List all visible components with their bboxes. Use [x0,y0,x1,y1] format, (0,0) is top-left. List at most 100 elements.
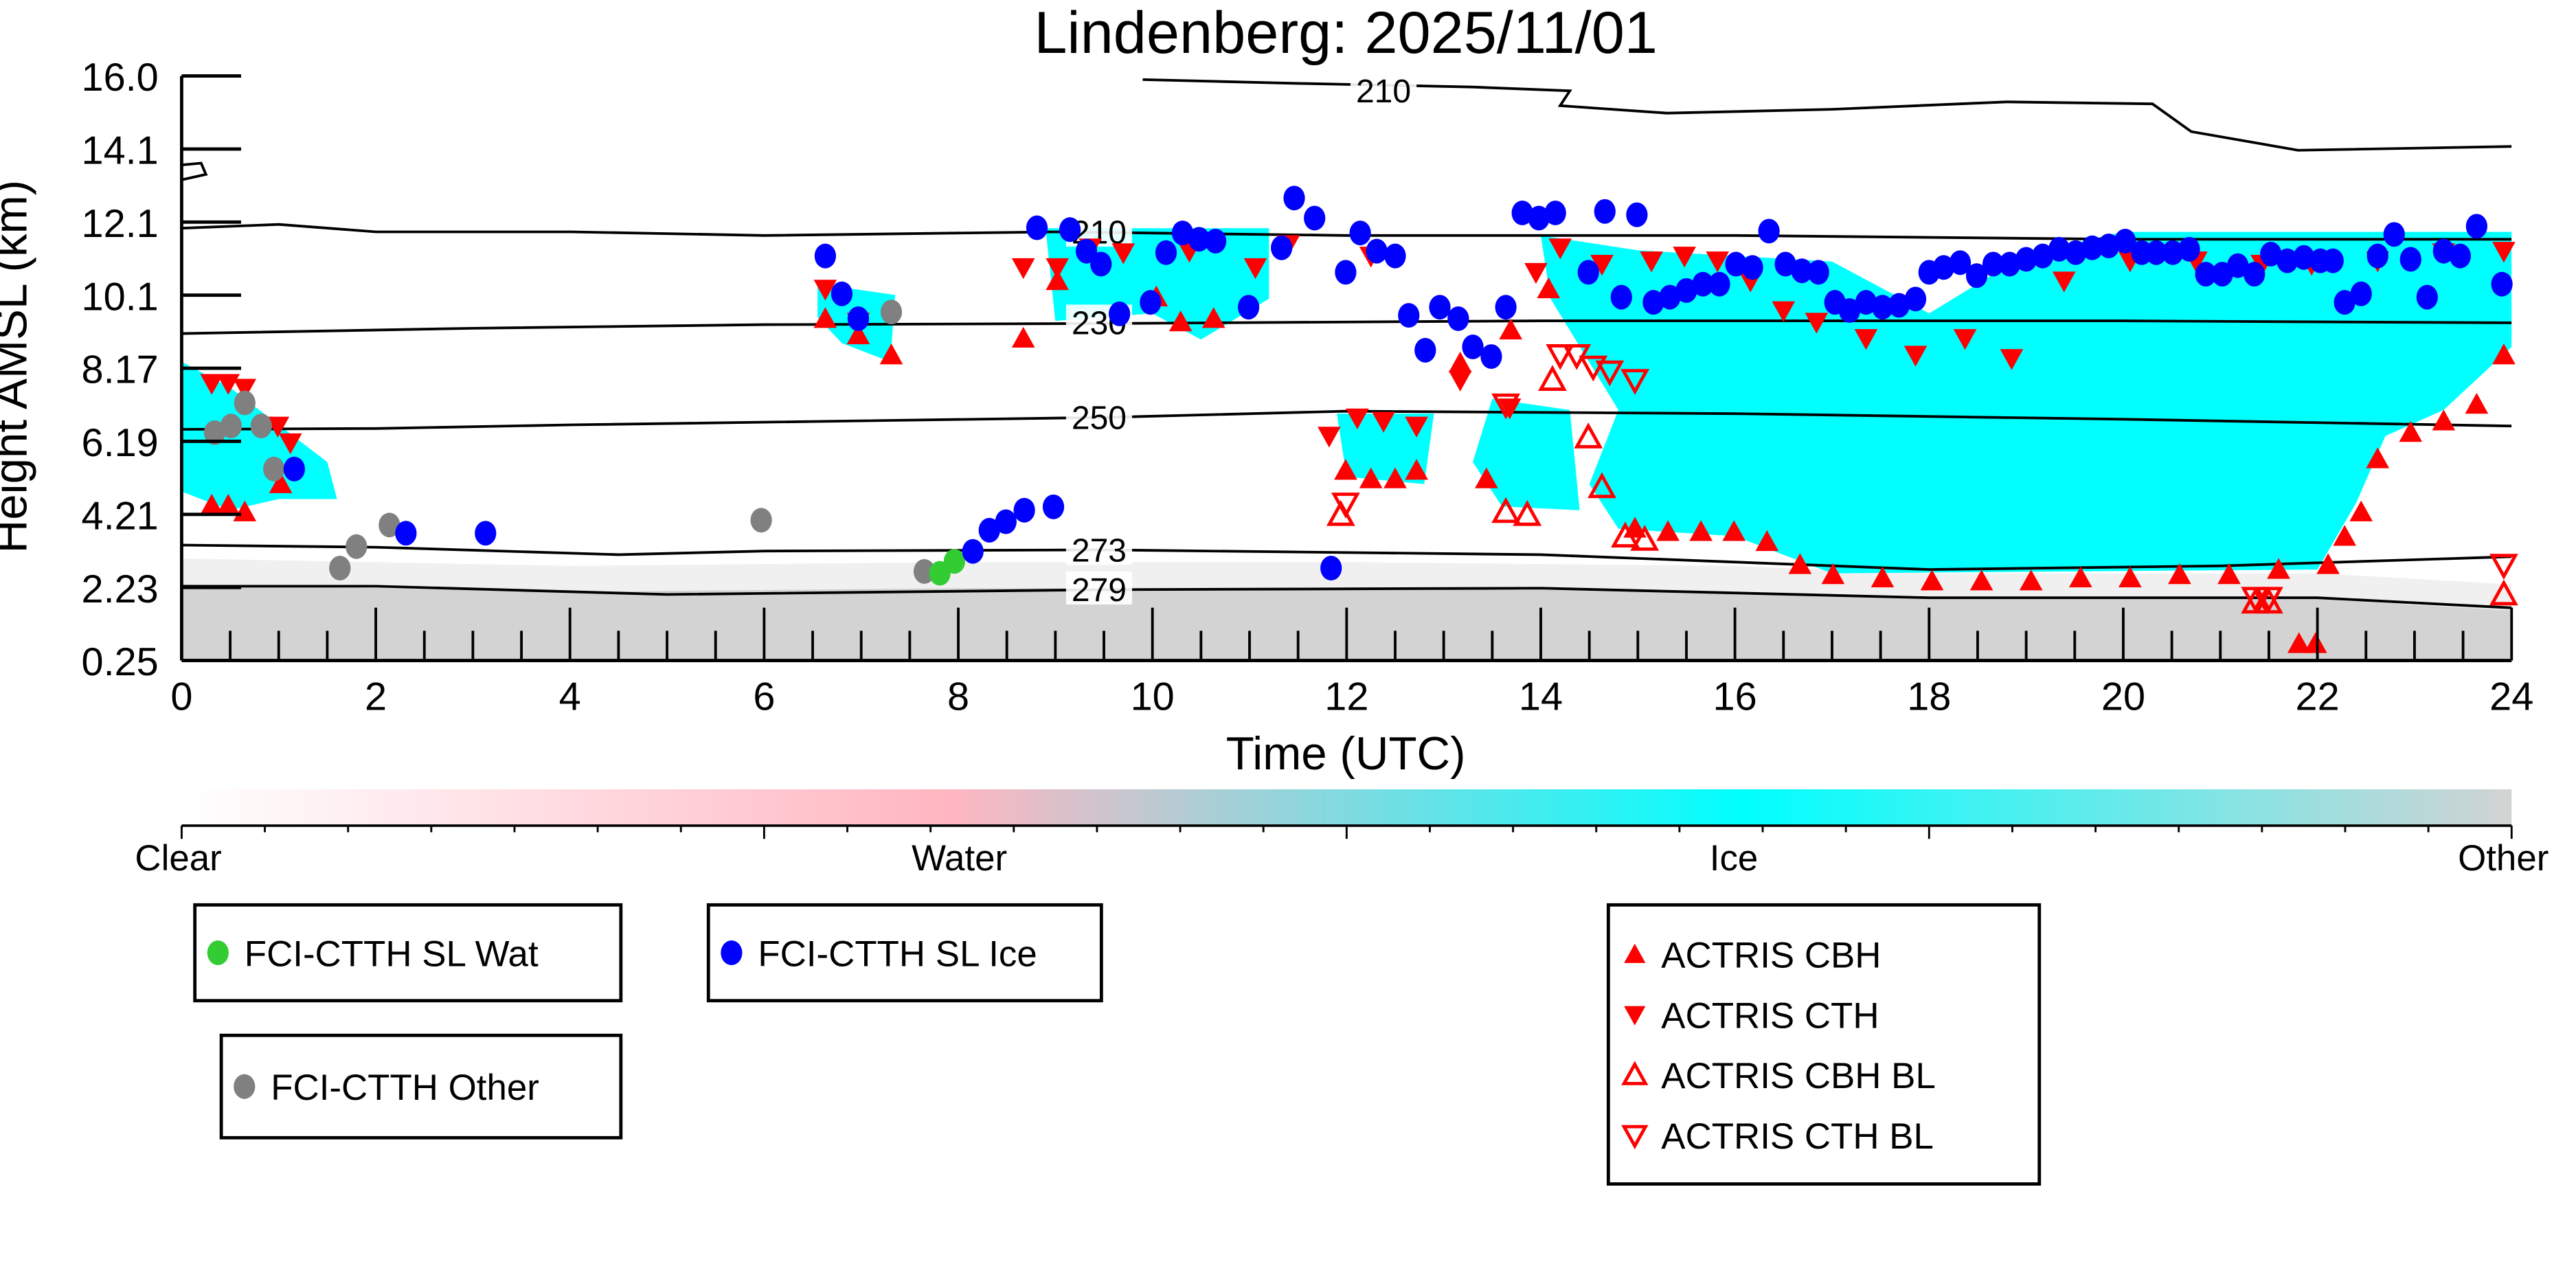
marker-fci-ctth-sl-ice [1610,284,1632,310]
marker-fci-ctth-sl-ice [2065,240,2087,265]
marker-fci-ctth-sl-ice [814,243,837,269]
marker-actris-cth [1953,329,1977,350]
legend-frame [219,1033,623,1140]
marker-fci-ctth-sl-ice [1335,260,1357,285]
legend-frame [706,903,1103,1003]
marker-actris-cbh [1920,569,1944,591]
y-tick-label: 8.17 [81,348,158,392]
marker-fci-ctth-other [346,534,368,559]
marker-actris-cbh [2303,632,2327,653]
marker-fci-ctth-sl-ice [1642,290,1664,315]
marker-fci-ctth-sl-ice [1577,260,1599,285]
marker-actris-cbh [846,323,870,345]
marker-fci-ctth-sl-ice [1366,238,1388,264]
marker-fci-ctth-sl-ice [2432,238,2454,264]
isotherm-line [181,161,208,181]
marker-fci-ctth-sl-ice [2195,262,2217,287]
colorbar-label-clear: Clear [135,838,221,879]
marker-fci-ctth-sl-ice [962,539,984,564]
marker-actris-cbh-bl [2489,579,2518,606]
marker-fci-ctth-sl-ice [1480,344,1502,370]
marker-fci-ctth-sl-ice [1283,185,1305,211]
marker-fci-ctth-sl-ice [1304,205,1326,231]
marker-actris-cbh [879,343,903,365]
marker-fci-ctth-other [913,558,936,584]
marker-actris-cbh [2119,566,2142,588]
marker-actris-cbh [1689,520,1713,541]
marker-fci-ctth-sl-ice [2114,229,2136,253]
y-tick-label: 4.21 [81,494,158,538]
marker-fci-ctth-sl-ice [1271,235,1293,260]
y-tick-label: 6.19 [81,421,158,465]
y-axis-title: Height AMSL (km) [0,180,36,554]
data-markers [200,185,2518,653]
marker-actris-cbh-bl [1538,365,1567,391]
marker-fci-ctth-sl-ice [1155,240,1177,265]
marker-actris-cbh [1405,459,1428,480]
marker-actris-cbh [1334,459,1357,480]
marker-fci-ctth-sl-ice [1059,217,1081,242]
marker-actris-cbh-bl [1611,521,1640,547]
legend-label-actris-cth: ACTRIS CTH [1661,995,1879,1036]
marker-actris-cth [813,280,837,301]
marker-actris-cbh [233,500,257,521]
marker-fci-ctth-sl-ice [1871,295,1894,320]
marker-actris-cth [1346,408,1369,430]
marker-fci-ctth-sl-ice [1692,271,1714,297]
marker-actris-cth [200,374,224,395]
x-tick-label: 6 [753,675,775,719]
marker-fci-ctth-sl-ice [2322,248,2344,273]
marker-fci-ctth-sl-ice [2383,222,2405,247]
legend-marker-fci-ctth-sl-ice [721,940,743,965]
marker-fci-ctth-sl-ice [2162,240,2184,265]
marker-fci-ctth-sl-ice [1204,229,1227,253]
legend-marker-actris-cth-bl [1621,1125,1649,1150]
marker-actris-cbh [1722,520,1746,541]
marker-fci-ctth-sl-ice [1626,202,1648,227]
legend-marker-fci-ctth-sl-wat [207,940,229,965]
marker-fci-ctth-sl-ice [1758,218,1780,244]
marker-fci-ctth-sl-ice [2491,271,2513,297]
chart-title: Lindenberg: 2025/11/01 [1034,0,1658,66]
marker-actris-cbh [2019,569,2043,591]
marker-actris-cbh [1821,563,1845,585]
marker-fci-ctth-sl-ice [1544,200,1566,225]
isotherm-label-bg [1065,571,1133,605]
x-tick-label: 24 [2489,675,2533,719]
marker-fci-ctth-sl-ice [995,509,1017,534]
marker-fci-ctth-sl-ice [1774,251,1796,277]
legend-marker-actris-cbh-bl [1621,1061,1649,1085]
marker-fci-ctth-sl-ice [2244,262,2266,287]
marker-fci-ctth-sl-ice [1838,298,1861,324]
marker-fci-ctth-sl-ice [2366,243,2388,269]
marker-fci-ctth-sl-ice [2032,243,2054,269]
marker-fci-ctth-sl-ice [978,517,1000,543]
marker-actris-cth [266,416,290,438]
y-tick-label: 16.0 [81,56,158,100]
marker-fci-ctth-sl-ice [1109,301,1131,326]
x-tick-label: 14 [1519,675,1563,719]
marker-fci-ctth-sl-ice [475,521,497,546]
marker-actris-cbh [200,493,224,515]
marker-actris-cth-bl [1331,493,1360,519]
marker-actris-cbh-bl [1491,497,1521,523]
marker-fci-ctth-sl-ice [1414,337,1436,363]
marker-actris-cbh [1871,566,1895,588]
marker-actris-cbh [1168,310,1193,332]
marker-fci-ctth-sl-ice [2048,236,2070,262]
marker-fci-ctth-sl-ice [1791,258,1813,284]
marker-fci-ctth-sl-ice [1932,255,1955,280]
marker-actris-cbh [2316,553,2340,574]
marker-actris-cbh [1383,467,1407,488]
marker-fci-ctth-sl-ice [831,281,853,306]
marker-fci-ctth-sl-ice [2227,253,2249,278]
marker-fci-ctth-sl-ice [2145,240,2167,265]
marker-fci-ctth-sl-ice [2081,235,2103,260]
y-tick-label: 12.1 [81,202,158,246]
marker-actris-cth-bl [1491,393,1521,420]
marker-fci-ctth-other [880,300,903,325]
x-axis-title: Time (UTC) [1226,728,1466,780]
x-tick-label: 10 [1131,675,1175,719]
marker-actris-cth [1548,238,1572,260]
legend-frame [193,903,623,1003]
